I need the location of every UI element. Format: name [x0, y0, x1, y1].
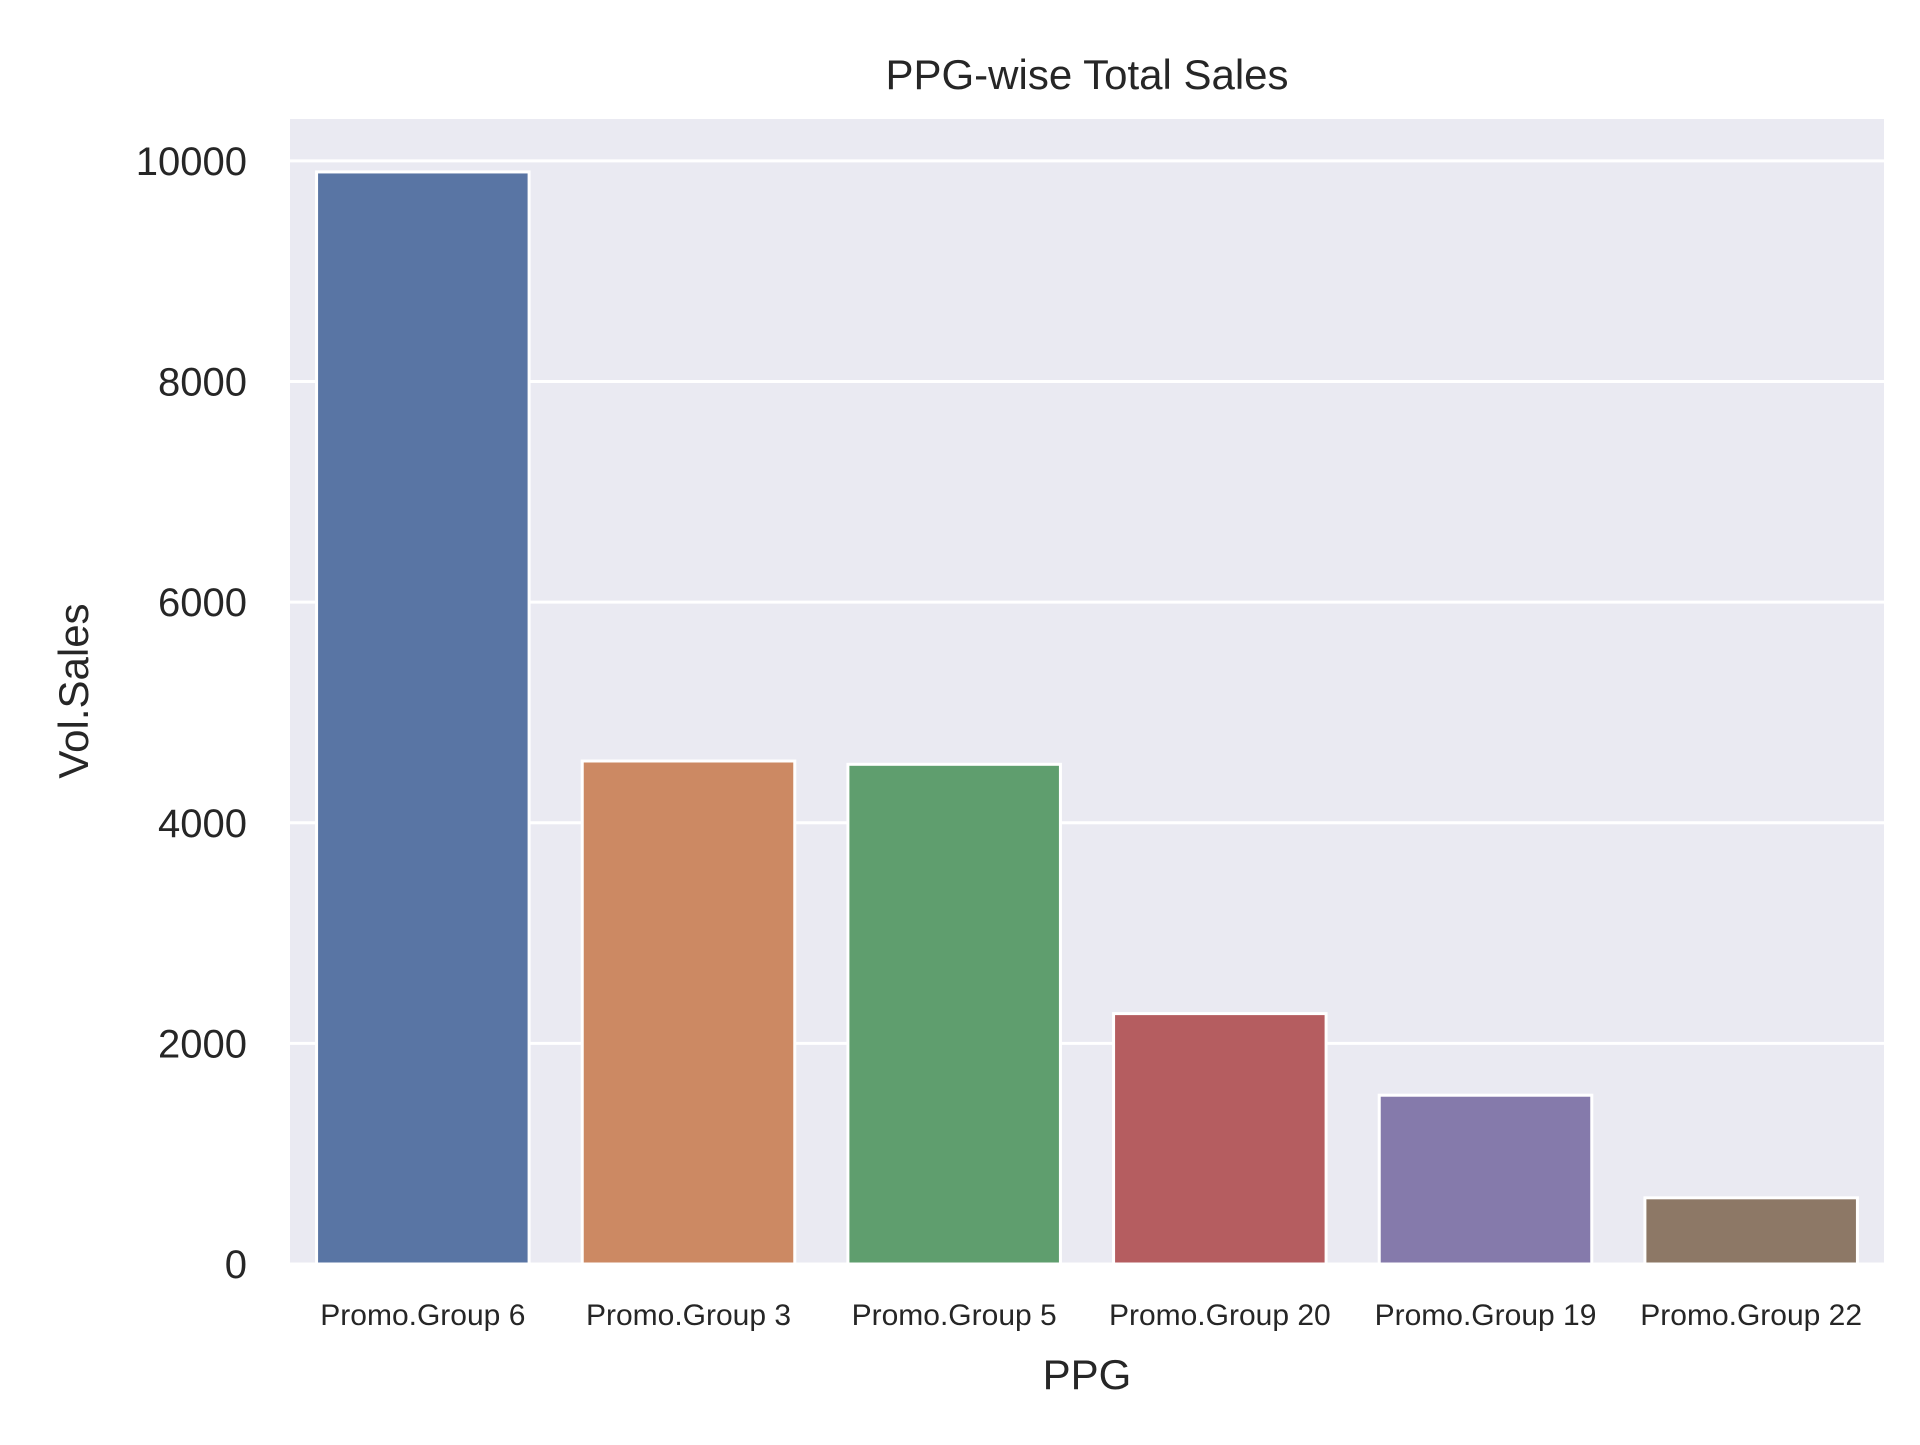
bar	[1112, 1012, 1328, 1266]
y-tick-label: 10000	[136, 140, 247, 184]
y-tick-label: 0	[225, 1243, 247, 1287]
plot-area	[290, 119, 1884, 1264]
x-tick-label: Promo.Group 22	[1640, 1299, 1862, 1332]
bars	[315, 170, 1859, 1266]
y-tick-label: 2000	[158, 1022, 247, 1066]
bar	[315, 170, 531, 1266]
chart-title: PPG-wise Total Sales	[885, 51, 1288, 98]
x-tick-labels: Promo.Group 6 Promo.Group 3 Promo.Group 5 P…	[320, 1299, 1862, 1332]
y-tick-label: 4000	[158, 802, 247, 846]
y-tick-label: 6000	[158, 581, 247, 625]
x-tick-label: Promo.Group 5	[852, 1299, 1057, 1332]
x-axis-label: PPG	[1043, 1351, 1132, 1398]
grid-lines	[290, 159, 1884, 1266]
x-tick-label: Promo.Group 3	[586, 1299, 791, 1332]
x-tick-label: Promo.Group 20	[1109, 1299, 1331, 1332]
x-tick-label: Promo.Group 19	[1375, 1299, 1597, 1332]
bar	[1377, 1093, 1594, 1266]
y-tick-labels: 0 2000 4000 6000 8000 10000	[136, 140, 247, 1287]
bar	[1643, 1196, 1859, 1266]
x-tick-label: Promo.Group 6	[320, 1299, 525, 1332]
y-axis-label: Vol.Sales	[50, 603, 97, 778]
bar	[846, 762, 1062, 1266]
bar	[580, 759, 797, 1266]
y-tick-label: 8000	[158, 361, 247, 405]
